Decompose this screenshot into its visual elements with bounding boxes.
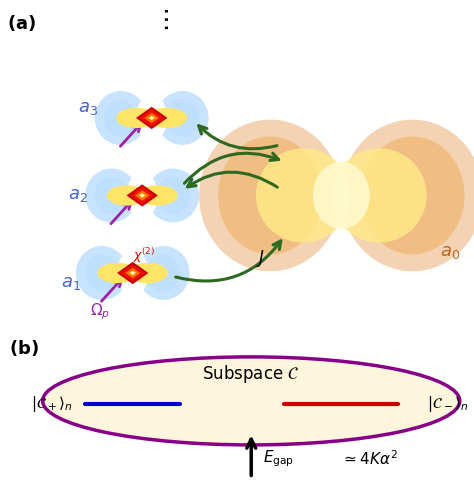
Ellipse shape — [137, 95, 167, 141]
Ellipse shape — [85, 255, 118, 292]
Ellipse shape — [218, 136, 322, 255]
Ellipse shape — [256, 148, 351, 242]
Bar — [126, 268, 140, 278]
Text: $\cdots$: $\cdots$ — [154, 8, 178, 32]
Ellipse shape — [313, 162, 370, 229]
Text: $\bf{(a)}$: $\bf{(a)}$ — [7, 14, 36, 34]
Bar — [130, 187, 154, 204]
Bar — [145, 113, 159, 123]
Ellipse shape — [137, 185, 178, 206]
Bar — [127, 184, 158, 207]
Ellipse shape — [128, 266, 138, 281]
Bar — [135, 190, 149, 201]
Text: $|\mathcal{C}_+\rangle_n$: $|\mathcal{C}_+\rangle_n$ — [31, 394, 73, 413]
Ellipse shape — [127, 172, 157, 219]
Ellipse shape — [333, 170, 350, 221]
Bar — [149, 116, 155, 120]
Text: $\Omega_p$: $\Omega_p$ — [90, 301, 109, 322]
Bar — [136, 107, 167, 129]
Ellipse shape — [341, 120, 474, 271]
Text: $a_2$: $a_2$ — [68, 187, 88, 204]
Bar — [117, 262, 148, 284]
Text: $a_0$: $a_0$ — [440, 243, 460, 261]
Ellipse shape — [98, 263, 137, 283]
Ellipse shape — [137, 246, 190, 300]
Bar — [121, 265, 145, 282]
Ellipse shape — [76, 246, 128, 300]
Bar — [140, 109, 164, 127]
Ellipse shape — [43, 357, 460, 445]
Ellipse shape — [147, 108, 187, 128]
Bar — [141, 195, 144, 197]
Text: $|\mathcal{C}_-\rangle_n$: $|\mathcal{C}_-\rangle_n$ — [427, 394, 469, 413]
Ellipse shape — [117, 108, 157, 128]
Ellipse shape — [146, 110, 157, 126]
Ellipse shape — [104, 100, 137, 136]
Text: Subspace $\mathcal{C}$: Subspace $\mathcal{C}$ — [202, 364, 300, 385]
Ellipse shape — [147, 255, 180, 292]
Text: $\chi^{(2)}$: $\chi^{(2)}$ — [134, 246, 155, 265]
Ellipse shape — [147, 169, 199, 222]
Bar — [131, 272, 134, 274]
Text: $a_3$: $a_3$ — [78, 99, 98, 117]
Ellipse shape — [95, 91, 147, 145]
Ellipse shape — [199, 120, 341, 271]
Ellipse shape — [95, 177, 128, 214]
Ellipse shape — [107, 185, 147, 206]
Ellipse shape — [85, 169, 137, 222]
Bar — [130, 271, 136, 275]
Bar — [150, 117, 153, 119]
Text: $E_{\rm gap}$: $E_{\rm gap}$ — [263, 449, 294, 469]
Ellipse shape — [137, 188, 147, 203]
Ellipse shape — [166, 100, 199, 136]
Text: $\bf{(b)}$: $\bf{(b)}$ — [9, 338, 39, 358]
Text: $a_1$: $a_1$ — [61, 274, 81, 292]
Bar — [139, 193, 145, 198]
Ellipse shape — [360, 136, 465, 255]
Ellipse shape — [156, 177, 190, 214]
Text: $J$: $J$ — [256, 248, 265, 269]
Ellipse shape — [332, 148, 427, 242]
Ellipse shape — [117, 249, 148, 297]
Text: $\simeq 4K\alpha^2$: $\simeq 4K\alpha^2$ — [341, 450, 398, 468]
Ellipse shape — [128, 263, 168, 283]
Ellipse shape — [156, 91, 209, 145]
